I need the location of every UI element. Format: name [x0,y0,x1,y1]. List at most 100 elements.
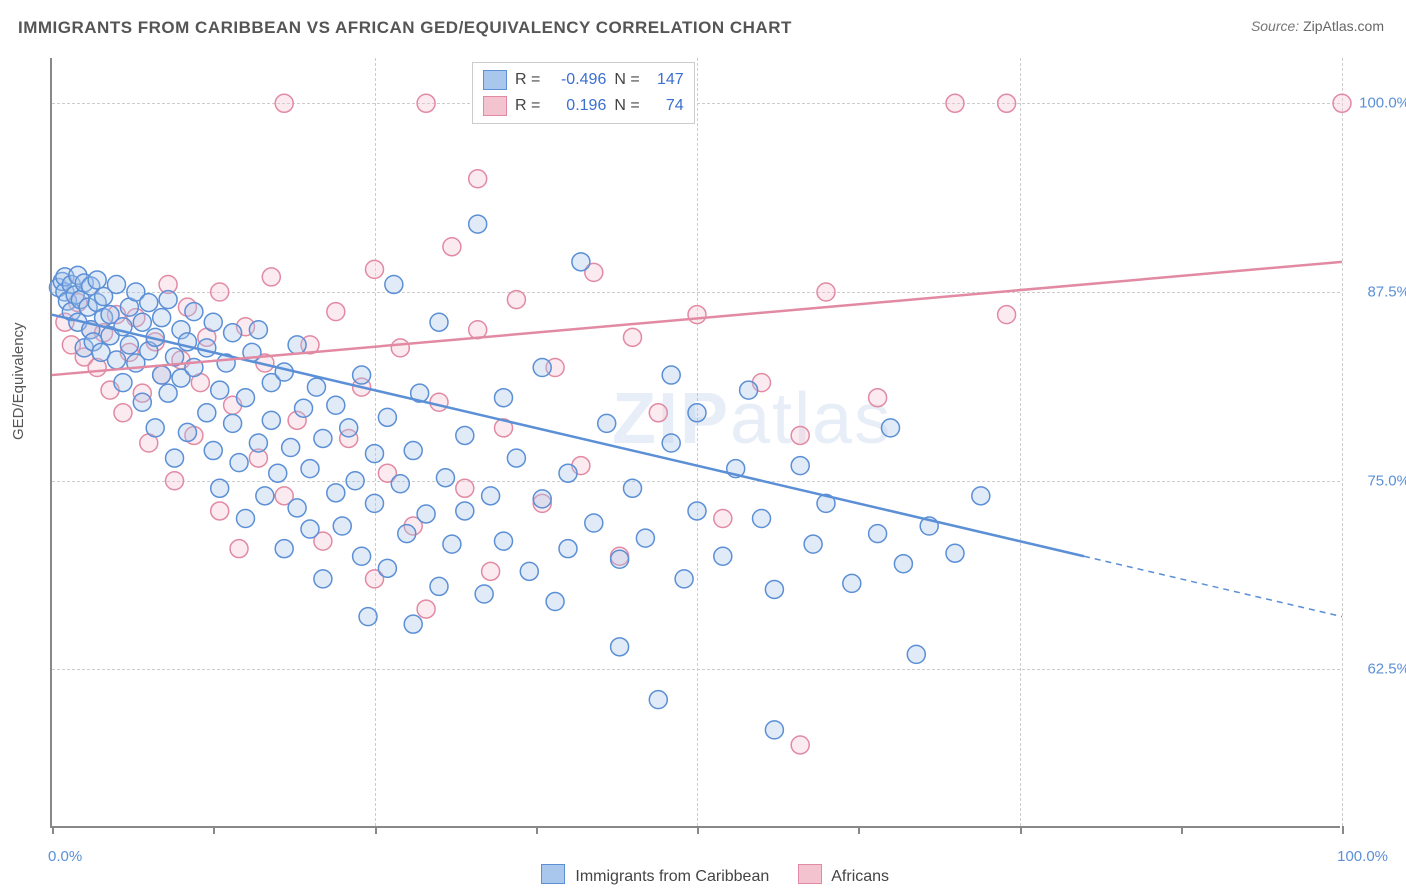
data-point-caribbean [327,484,345,502]
data-point-caribbean [327,396,345,414]
data-point-caribbean [791,457,809,475]
data-point-african [230,540,248,558]
data-point-african [366,260,384,278]
data-point-caribbean [559,540,577,558]
n-label: N = [614,97,639,115]
data-point-african [114,404,132,422]
data-point-caribbean [456,426,474,444]
x-tick [52,826,54,834]
data-point-caribbean [114,374,132,392]
data-point-caribbean [282,439,300,457]
data-point-caribbean [288,499,306,517]
data-point-caribbean [120,336,138,354]
n-value-caribbean: 147 [648,71,684,89]
data-point-caribbean [753,509,771,527]
data-point-caribbean [495,532,513,550]
data-point-caribbean [288,336,306,354]
gridline-v [1342,58,1343,826]
data-point-caribbean [765,721,783,739]
scatter-chart [52,58,1340,826]
data-point-caribbean [662,434,680,452]
data-point-caribbean [385,275,403,293]
data-point-caribbean [153,309,171,327]
data-point-african [430,393,448,411]
data-point-caribbean [495,389,513,407]
data-point-african [456,479,474,497]
data-point-african [391,339,409,357]
data-point-caribbean [366,445,384,463]
data-point-caribbean [249,434,267,452]
source-attribution: Source: ZipAtlas.com [1251,18,1384,34]
data-point-caribbean [133,313,151,331]
data-point-caribbean [430,313,448,331]
data-point-african [624,328,642,346]
y-tick-label: 87.5% [1350,284,1406,301]
data-point-caribbean [198,404,216,422]
data-point-caribbean [108,275,126,293]
data-point-caribbean [108,351,126,369]
data-point-caribbean [198,339,216,357]
data-point-caribbean [353,547,371,565]
data-point-caribbean [804,535,822,553]
data-point-caribbean [366,494,384,512]
data-point-caribbean [256,487,274,505]
legend-swatch-caribbean-bottom [541,864,565,884]
x-tick [375,826,377,834]
data-point-caribbean [269,464,287,482]
data-point-caribbean [611,638,629,656]
data-point-caribbean [882,419,900,437]
n-label: N = [614,71,639,89]
data-point-caribbean [456,502,474,520]
data-point-african [327,303,345,321]
data-point-caribbean [159,291,177,309]
data-point-caribbean [204,442,222,460]
correlation-legend: R = -0.496 N = 147 R = 0.196 N = 74 [472,62,695,124]
legend-row-african: R = 0.196 N = 74 [483,93,684,119]
x-tick [1181,826,1183,834]
data-point-caribbean [507,449,525,467]
data-point-african [469,170,487,188]
data-point-caribbean [224,324,242,342]
data-point-caribbean [359,608,377,626]
data-point-african [998,306,1016,324]
data-point-african [649,404,667,422]
data-point-caribbean [475,585,493,603]
data-point-caribbean [740,381,758,399]
y-tick-label: 100.0% [1350,95,1406,112]
data-point-caribbean [230,454,248,472]
series-legend: Immigrants from Caribbean Africans [0,864,1406,886]
data-point-caribbean [417,505,435,523]
data-point-caribbean [211,381,229,399]
trend-line-caribbean [52,315,1084,557]
data-point-caribbean [237,389,255,407]
data-point-caribbean [275,540,293,558]
data-point-african [1333,94,1351,112]
data-point-caribbean [178,423,196,441]
data-point-african [714,509,732,527]
r-label: R = [515,97,540,115]
data-point-caribbean [443,535,461,553]
data-point-caribbean [649,691,667,709]
data-point-african [443,238,461,256]
data-point-caribbean [346,472,364,490]
r-value-african: 0.196 [548,97,606,115]
data-point-caribbean [436,469,454,487]
data-point-african [946,94,964,112]
data-point-caribbean [262,411,280,429]
data-point-caribbean [585,514,603,532]
legend-swatch-african [483,96,507,116]
data-point-caribbean [714,547,732,565]
chart-title: IMMIGRANTS FROM CARIBBEAN VS AFRICAN GED… [18,18,792,38]
data-point-caribbean [533,490,551,508]
data-point-caribbean [185,303,203,321]
data-point-caribbean [559,464,577,482]
data-point-caribbean [133,393,151,411]
x-tick [1342,826,1344,834]
data-point-caribbean [314,570,332,588]
data-point-caribbean [249,321,267,339]
data-point-caribbean [636,529,654,547]
x-tick [1020,826,1022,834]
data-point-caribbean [869,525,887,543]
data-point-caribbean [398,525,416,543]
data-point-caribbean [843,574,861,592]
